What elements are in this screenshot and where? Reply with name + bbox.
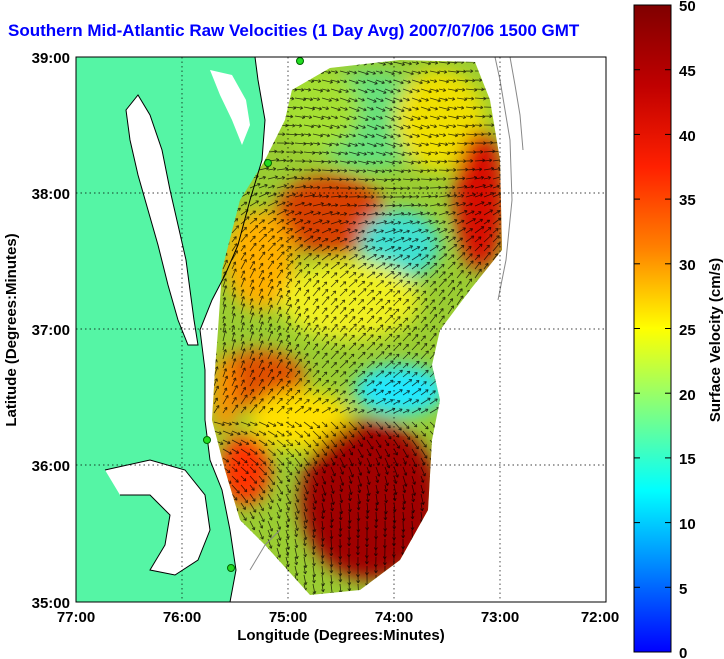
pamlico-sound xyxy=(105,460,210,575)
x-axis-label: Longitude (Degrees:Minutes) xyxy=(237,627,445,644)
x-tick-5: 72:00 xyxy=(581,609,619,626)
y-tick-4: 35:00 xyxy=(32,595,70,612)
x-tick-4: 73:00 xyxy=(481,609,519,626)
colorbar xyxy=(633,4,672,653)
y-axis-label: Latitude (Degrees:Minutes) xyxy=(3,233,20,426)
colorbar-tick-50: 50 xyxy=(679,0,696,15)
colorbar-tick-10: 10 xyxy=(679,516,696,533)
colorbar-tick-25: 25 xyxy=(679,322,696,339)
y-tick-0: 39:00 xyxy=(32,50,70,67)
colorbar-tick-20: 20 xyxy=(679,387,696,404)
colorbar-tick-40: 40 xyxy=(679,128,696,145)
x-tick-1: 76:00 xyxy=(163,609,201,626)
colorbar-tick-0: 0 xyxy=(679,645,687,659)
y-tick-3: 36:00 xyxy=(32,458,70,475)
colorbar-tick-35: 35 xyxy=(679,192,696,209)
colorbar-tick-45: 45 xyxy=(679,63,696,80)
chesapeake-bay xyxy=(126,95,198,345)
colorbar-tick-5: 5 xyxy=(679,581,687,598)
delaware-bay xyxy=(210,70,250,145)
map-title: Southern Mid-Atlantic Raw Velocities (1 … xyxy=(8,21,580,40)
x-tick-3: 74:00 xyxy=(375,609,413,626)
colorbar-tick-30: 30 xyxy=(679,257,696,274)
x-tick-0: 77:00 xyxy=(57,609,95,626)
colorbar-label: Surface Velocity (cm/s) xyxy=(707,258,724,422)
y-tick-1: 38:00 xyxy=(32,186,70,203)
x-tick-2: 75:00 xyxy=(269,609,307,626)
colorbar-tick-15: 15 xyxy=(679,451,696,468)
y-tick-2: 37:00 xyxy=(32,322,70,339)
